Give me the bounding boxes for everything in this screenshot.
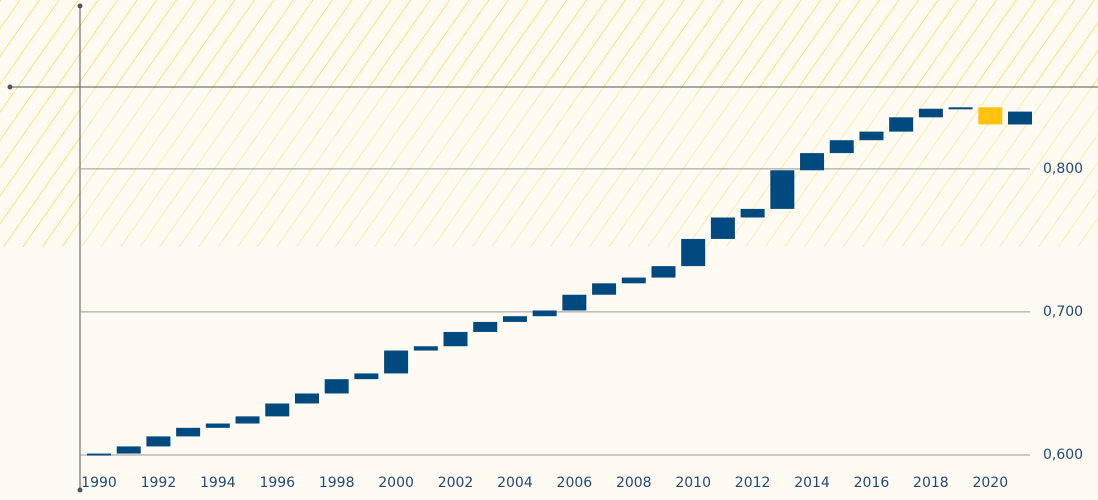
bar bbox=[354, 373, 379, 380]
bar bbox=[294, 393, 319, 404]
bar bbox=[918, 108, 943, 118]
bar bbox=[443, 331, 468, 347]
reference-dot bbox=[7, 84, 13, 90]
bar bbox=[948, 107, 973, 110]
x-tick-label: 2018 bbox=[913, 475, 949, 491]
x-tick-label: 1994 bbox=[200, 475, 236, 491]
bar bbox=[235, 416, 260, 424]
bar bbox=[562, 294, 587, 311]
bar bbox=[116, 446, 141, 454]
bar bbox=[592, 283, 617, 295]
x-tick-label: 1992 bbox=[141, 475, 177, 491]
x-tick-label: 2014 bbox=[794, 475, 830, 491]
bar bbox=[205, 423, 230, 428]
bar bbox=[176, 427, 201, 437]
x-tick-label: 1990 bbox=[81, 475, 117, 491]
bar bbox=[681, 238, 706, 267]
x-tick-label: 2020 bbox=[972, 475, 1008, 491]
bar bbox=[740, 208, 765, 218]
bar bbox=[1008, 111, 1032, 125]
bar bbox=[413, 346, 438, 351]
bar bbox=[770, 170, 795, 209]
y-tick-label: 0,700 bbox=[1043, 304, 1083, 320]
axis-dot bbox=[77, 3, 83, 9]
bar bbox=[532, 310, 557, 317]
hatched-band bbox=[0, 0, 1098, 247]
bar bbox=[265, 403, 290, 417]
bar bbox=[978, 107, 1003, 125]
x-tick-label: 2006 bbox=[557, 475, 593, 491]
y-tick-label: 0,800 bbox=[1043, 161, 1083, 177]
x-tick-label: 2016 bbox=[854, 475, 890, 491]
axis-dot bbox=[77, 487, 83, 493]
bar bbox=[621, 277, 646, 284]
bar bbox=[651, 266, 676, 278]
bar bbox=[87, 453, 111, 456]
bar bbox=[859, 131, 884, 141]
bar bbox=[800, 153, 825, 171]
bar bbox=[829, 140, 854, 154]
bar bbox=[889, 117, 914, 132]
bar bbox=[384, 350, 409, 374]
x-tick-label: 2000 bbox=[378, 475, 414, 491]
x-tick-label: 2012 bbox=[735, 475, 771, 491]
bar bbox=[473, 321, 498, 332]
bar bbox=[324, 379, 349, 394]
y-tick-label: 0,600 bbox=[1043, 447, 1083, 463]
x-tick-label: 2002 bbox=[438, 475, 474, 491]
x-tick-label: 2008 bbox=[616, 475, 652, 491]
band-shade bbox=[80, 88, 1098, 247]
x-tick-label: 2010 bbox=[675, 475, 711, 491]
bar bbox=[146, 436, 171, 447]
x-tick-label: 2004 bbox=[497, 475, 533, 491]
bar bbox=[502, 316, 527, 322]
bar bbox=[710, 217, 735, 239]
x-tick-label: 1998 bbox=[319, 475, 355, 491]
x-tick-label: 1996 bbox=[259, 475, 295, 491]
